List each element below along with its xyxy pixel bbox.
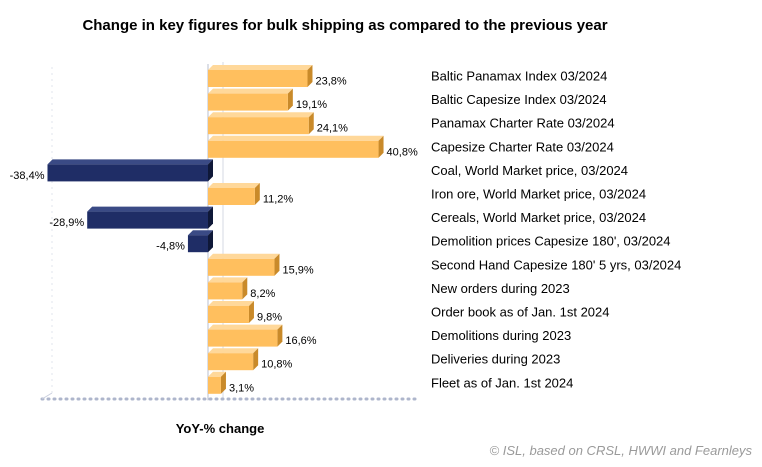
bar-top-face [208, 324, 283, 330]
bar-1 [208, 65, 313, 87]
bar-2 [208, 88, 293, 111]
bar-value-label: -28,9% [49, 217, 84, 229]
bar-value-label: 40,8% [387, 146, 418, 158]
bar-top-face [208, 135, 384, 141]
category-label: Order book as of Jan. 1st 2024 [431, 305, 610, 320]
bar-3 [208, 112, 314, 135]
chart-title: Change in key figures for bulk shipping … [82, 17, 608, 34]
bar-value-label: 3,1% [229, 382, 254, 394]
category-label: Fleet as of Jan. 1st 2024 [431, 375, 573, 390]
category-label: Demolition prices Capesize 180', 03/2024 [431, 234, 671, 249]
category-label: Baltic Capesize Index 03/2024 [431, 92, 607, 107]
bar-side-face [208, 230, 213, 253]
bar-top-face [208, 112, 314, 118]
bar-side-face [274, 253, 280, 276]
bar-top-face [208, 371, 226, 377]
bar-top-face [208, 253, 280, 259]
bar-value-label: 24,1% [317, 123, 348, 135]
bar-top-face [87, 206, 213, 212]
bar-front-face [87, 211, 208, 229]
bar-value-label: 9,8% [257, 312, 282, 324]
bar-12 [208, 324, 283, 347]
bar-value-label: 11,2% [263, 194, 294, 206]
bar-14 [208, 371, 226, 394]
bar-value-label: -4,8% [156, 241, 185, 253]
bar-side-face [254, 183, 260, 205]
bar-side-face [242, 277, 248, 300]
bar-front-face [208, 258, 275, 276]
bar-front-face [208, 282, 243, 300]
bar-front-face [208, 93, 288, 111]
bar-side-face [308, 112, 314, 135]
bar-front-face [208, 117, 309, 135]
category-label: Panamax Charter Rate 03/2024 [431, 116, 615, 131]
source-note: © ISL, based on CRSL, HWWI and Fearnleys [489, 443, 752, 458]
category-label: Demolitions during 2023 [431, 328, 571, 343]
category-label: Baltic Panamax Index 03/2024 [431, 69, 607, 84]
bar-front-face [208, 329, 278, 347]
category-label: Capesize Charter Rate 03/2024 [431, 139, 614, 154]
bar-side-face [248, 301, 254, 323]
bar-9 [208, 253, 280, 276]
bar-value-label: 15,9% [282, 264, 313, 276]
bar-value-label: 10,8% [261, 359, 292, 371]
floor-edge-left [41, 392, 53, 400]
bar-side-face [307, 65, 313, 87]
bar-side-face [220, 371, 226, 394]
bar-6 [208, 183, 260, 205]
bar-13 [208, 348, 259, 371]
bar-4 [208, 135, 384, 158]
bar-8 [187, 230, 213, 253]
bar-top-face [47, 159, 213, 165]
bar-top-face [208, 88, 293, 94]
bar-top-face [208, 348, 259, 354]
bar-side-face [253, 348, 259, 371]
bar-top-face [208, 65, 313, 70]
bar-11 [208, 301, 254, 323]
bar-front-face [208, 353, 254, 371]
bar-front-face [208, 140, 379, 158]
bar-5 [47, 159, 213, 182]
bar-side-face [208, 159, 213, 182]
bar-value-label: 19,1% [296, 99, 327, 111]
bar-front-face [187, 235, 208, 253]
bar-side-face [378, 135, 384, 158]
bar-7 [87, 206, 213, 229]
category-label: Coal, World Market price, 03/2024 [431, 163, 628, 178]
bar-front-face [208, 306, 249, 323]
category-label: Deliveries during 2023 [431, 352, 560, 367]
bar-side-face [287, 88, 293, 111]
bar-top-face [208, 277, 248, 283]
bar-top-face [187, 230, 213, 236]
bar-front-face [47, 164, 208, 182]
bar-front-face [208, 70, 308, 87]
bar-top-face [208, 301, 254, 306]
bar-value-label: -38,4% [10, 170, 45, 182]
bar-value-label: 23,8% [315, 76, 346, 88]
category-label: Second Hand Capesize 180' 5 yrs, 03/2024 [431, 257, 681, 272]
bar-side-face [208, 206, 213, 229]
bar-10 [208, 277, 248, 300]
bar-front-face [208, 188, 255, 205]
category-label: Iron ore, World Market price, 03/2024 [431, 187, 646, 202]
bar-front-face [208, 376, 221, 394]
bar-value-label: 8,2% [250, 288, 275, 300]
bar-top-face [208, 183, 260, 188]
category-label: New orders during 2023 [431, 281, 570, 296]
x-axis-label: YoY-% change [175, 421, 265, 436]
category-label: Cereals, World Market price, 03/2024 [431, 210, 646, 225]
bar-value-label: 16,6% [285, 335, 316, 347]
bar-side-face [277, 324, 283, 347]
